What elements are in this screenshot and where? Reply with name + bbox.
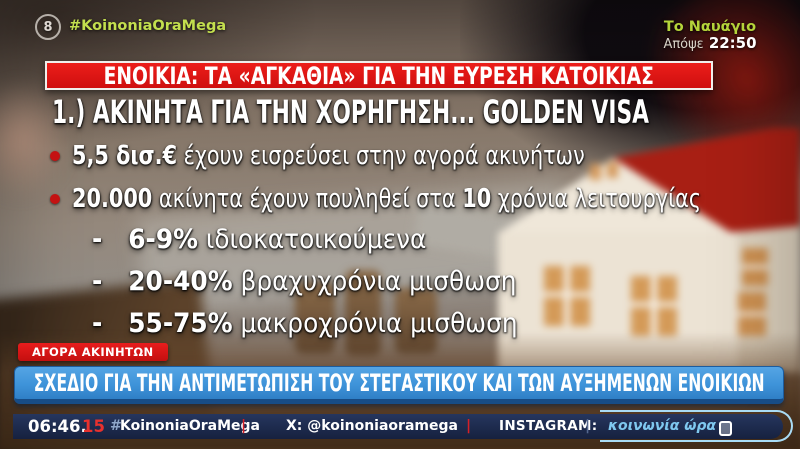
bullet-text: 5,5 δισ.€ έχουν εισρεύσει στην αγορά ακι… <box>72 141 585 171</box>
headline-banner: ΕΝΟΙΚΙΑ: ΤΑ «ΑΓΚΑΘΙΑ» ΓΙΑ ΤΗΝ ΕΥΡΕΣΗ ΚΑΤ… <box>45 61 713 90</box>
status-bar: 06:46. 15 # KoinoniaOraMega | X: @koinon… <box>13 414 783 439</box>
content-title: 1.) ΑΚΙΝΗΤΑ ΓΙΑ ΤΗΝ ΧΟΡΗΓΗΣΗ... GOLDEN V… <box>52 93 649 131</box>
promo-schedule: Απόψε 22:50 <box>648 35 772 53</box>
sub-bullet-row: - 6-9% ιδιοκατοικούμενα <box>92 224 427 255</box>
channel-badge: 8 <box>35 14 61 40</box>
sub-bullet-row: - 55-75% μακροχρόνια μισθωση <box>92 308 518 339</box>
bullet-icon <box>50 194 60 204</box>
category-tag-label: ΑΓΟΡΑ ΑΚΙΝΗΤΩΝ <box>32 345 154 359</box>
ticker-text: ΣΧΕΔΙΟ ΓΙΑ ΤΗΝ ΑΝΤΙΜΕΤΩΠΙΣΗ ΤΟΥ ΣΤΕΓΑΣΤΙ… <box>33 369 765 397</box>
promo-show-title: Το Ναυάγιο <box>663 19 757 35</box>
bullet-row: 5,5 δισ.€ έχουν εισρεύσει στην αγορά ακι… <box>50 141 713 171</box>
x-handle: X: @koinoniaoramega <box>286 418 458 434</box>
bar-hashtag-prefix: # <box>110 418 122 434</box>
promo-time: 22:50 <box>708 34 757 52</box>
clock-seconds: 15 <box>82 417 105 436</box>
instagram-label: INSTAGRAM: <box>499 418 598 434</box>
ticker-banner: ΣΧΕΔΙΟ ΓΙΑ ΤΗΝ ΑΝΤΙΜΕΤΩΠΙΣΗ ΤΟΥ ΣΤΕΓΑΣΤΙ… <box>14 366 784 404</box>
bar-divider: | <box>585 418 591 434</box>
category-tag: ΑΓΟΡΑ ΑΚΙΝΗΤΩΝ <box>18 343 168 361</box>
promo-when-label: Απόψε <box>663 37 704 52</box>
program-hashtag: #KoinoniaOraMega <box>69 18 227 34</box>
channel-number: 8 <box>43 19 53 35</box>
bullet-row: 20.000 ακίνητα έχουν πουληθεί στα 10 χρό… <box>50 184 800 214</box>
sub-bullet-row: - 20-40% βραχυχρόνια μισθωση <box>92 266 517 297</box>
instagram-handle: κοινωνία ώρα <box>608 418 717 434</box>
promo-block: Το Ναυάγιο Απόψε 22:50 <box>648 19 772 53</box>
bar-divider: | <box>241 418 247 434</box>
background-hand <box>0 80 70 200</box>
headline-text: ΕΝΟΙΚΙΑ: ΤΑ «ΑΓΚΑΘΙΑ» ΓΙΑ ΤΗΝ ΕΥΡΕΣΗ ΚΑΤ… <box>103 61 655 90</box>
bullet-text: 20.000 ακίνητα έχουν πουληθεί στα 10 χρό… <box>72 184 702 214</box>
instagram-icon <box>719 421 732 436</box>
status-bar-outline <box>600 410 793 442</box>
bar-hashtag: KoinoniaOraMega <box>120 418 260 434</box>
clock: 06:46. <box>28 417 87 436</box>
bar-divider: | <box>466 418 472 434</box>
bullet-icon <box>50 151 60 161</box>
